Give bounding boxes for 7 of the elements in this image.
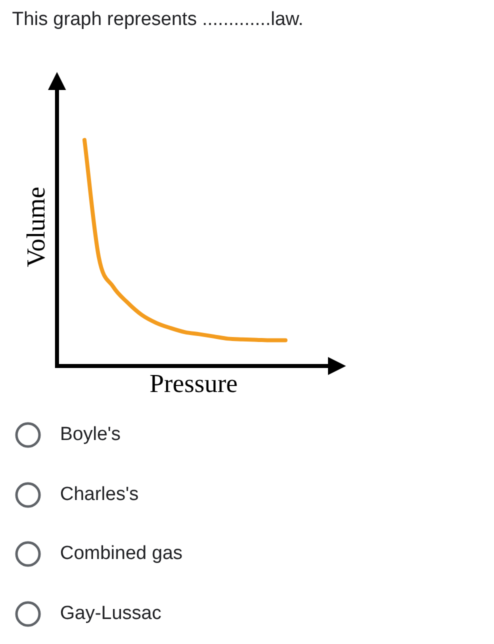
x-axis-title: Pressure (150, 369, 238, 398)
text: Charles's (60, 484, 139, 506)
chart-title: This graph represents .............law. (12, 9, 304, 31)
text: Gay-Lussac (60, 602, 162, 624)
text: Boyle's (60, 424, 121, 446)
text: Combined gas (60, 543, 183, 565)
y-axis-title: Volume (21, 186, 50, 268)
